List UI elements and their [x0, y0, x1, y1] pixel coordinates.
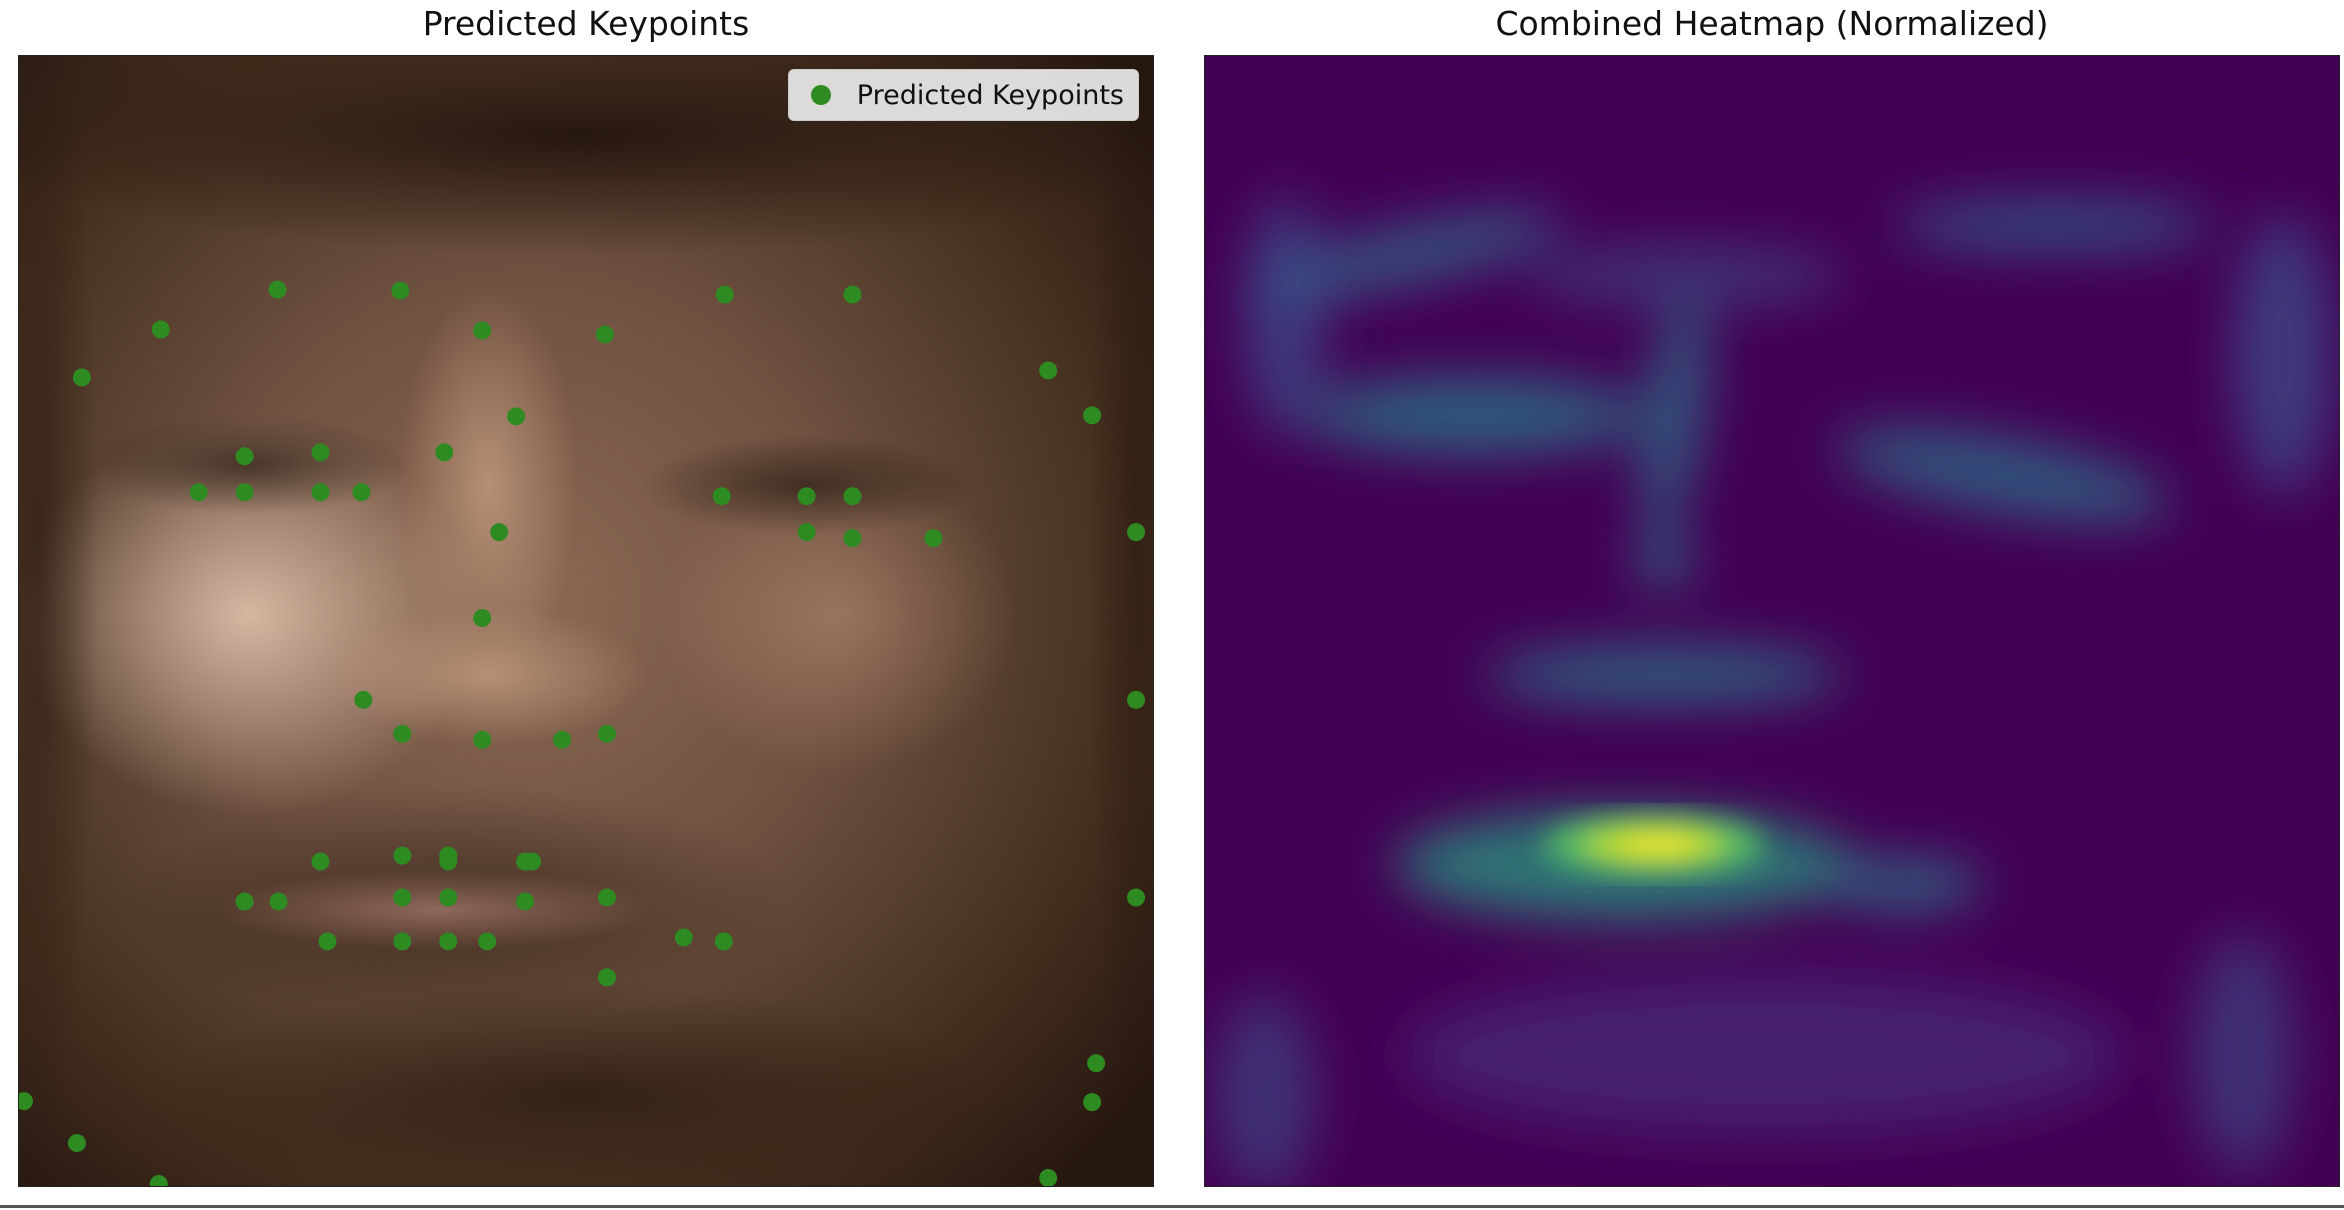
- keypoint-marker: [269, 892, 288, 911]
- keypoint-marker: [235, 483, 254, 502]
- legend: Predicted Keypoints: [787, 69, 1139, 121]
- keypoint-marker: [352, 483, 371, 502]
- keypoint-marker: [473, 730, 492, 749]
- keypoint-marker: [507, 407, 526, 426]
- bottom-border: [0, 1205, 2344, 1208]
- keypoint-marker: [1127, 690, 1146, 709]
- keypoint-marker: [1083, 1093, 1102, 1112]
- face-photo-panel: Predicted Keypoints: [18, 55, 1154, 1187]
- keypoint-marker: [597, 888, 616, 907]
- keypoint-marker: [235, 447, 254, 466]
- keypoint-marker: [435, 443, 454, 462]
- keypoint-marker: [391, 281, 410, 300]
- keypoint-marker: [674, 928, 693, 947]
- keypoint-marker: [149, 1175, 168, 1186]
- keypoint-marker: [490, 523, 509, 542]
- left-panel-title: Predicted Keypoints: [422, 4, 750, 43]
- keypoint-marker: [1087, 1054, 1106, 1073]
- keypoint-marker: [268, 280, 287, 299]
- keypoint-marker: [189, 483, 208, 502]
- legend-label: Predicted Keypoints: [856, 79, 1124, 111]
- keypoint-marker: [597, 724, 616, 743]
- keypoint-marker: [712, 487, 731, 506]
- keypoint-marker: [473, 321, 492, 340]
- legend-marker-icon: [810, 85, 831, 105]
- keypoint-marker: [595, 325, 614, 344]
- keypoint-marker: [714, 932, 733, 951]
- keypoint-marker: [439, 932, 458, 951]
- keypoint-marker: [843, 529, 862, 548]
- keypoint-marker: [1039, 1169, 1058, 1186]
- keypoint-marker: [67, 1134, 86, 1153]
- keypoint-marker: [354, 690, 373, 709]
- keypoint-marker: [797, 487, 816, 506]
- keypoint-marker: [715, 285, 734, 304]
- keypoint-marker: [1127, 888, 1146, 907]
- keypoint-marker: [439, 888, 458, 907]
- keypoint-marker: [597, 968, 616, 987]
- keypoint-marker: [235, 892, 254, 911]
- keypoint-marker: [151, 320, 170, 339]
- keypoint-marker: [439, 852, 458, 871]
- keypoint-marker: [797, 523, 816, 542]
- keypoints-layer: [19, 280, 1146, 1186]
- face-photo: [19, 56, 1153, 1186]
- heatmap-panel: [1204, 55, 2340, 1187]
- keypoint-marker: [473, 609, 492, 627]
- keypoint-marker: [516, 892, 535, 911]
- keypoint-marker: [393, 846, 412, 865]
- keypoint-marker: [311, 483, 330, 502]
- right-panel-title: Combined Heatmap (Normalized): [1495, 4, 2049, 43]
- keypoint-marker: [478, 932, 497, 951]
- keypoint-marker: [318, 932, 337, 951]
- keypoint-marker: [393, 932, 412, 951]
- combined-heatmap: [1205, 56, 2339, 1186]
- keypoint-marker: [553, 730, 572, 749]
- keypoint-marker: [393, 888, 412, 907]
- keypoint-marker: [311, 443, 330, 462]
- keypoint-marker: [393, 724, 412, 743]
- keypoint-marker: [19, 1092, 33, 1111]
- keypoint-marker: [1039, 361, 1058, 380]
- keypoint-marker: [1083, 406, 1102, 425]
- keypoint-marker: [843, 285, 862, 304]
- keypoint-marker: [72, 368, 91, 387]
- keypoint-marker: [523, 852, 542, 871]
- keypoint-marker: [1127, 523, 1146, 542]
- keypoint-marker: [843, 487, 862, 506]
- keypoint-marker: [311, 852, 330, 871]
- keypoint-marker: [924, 529, 943, 548]
